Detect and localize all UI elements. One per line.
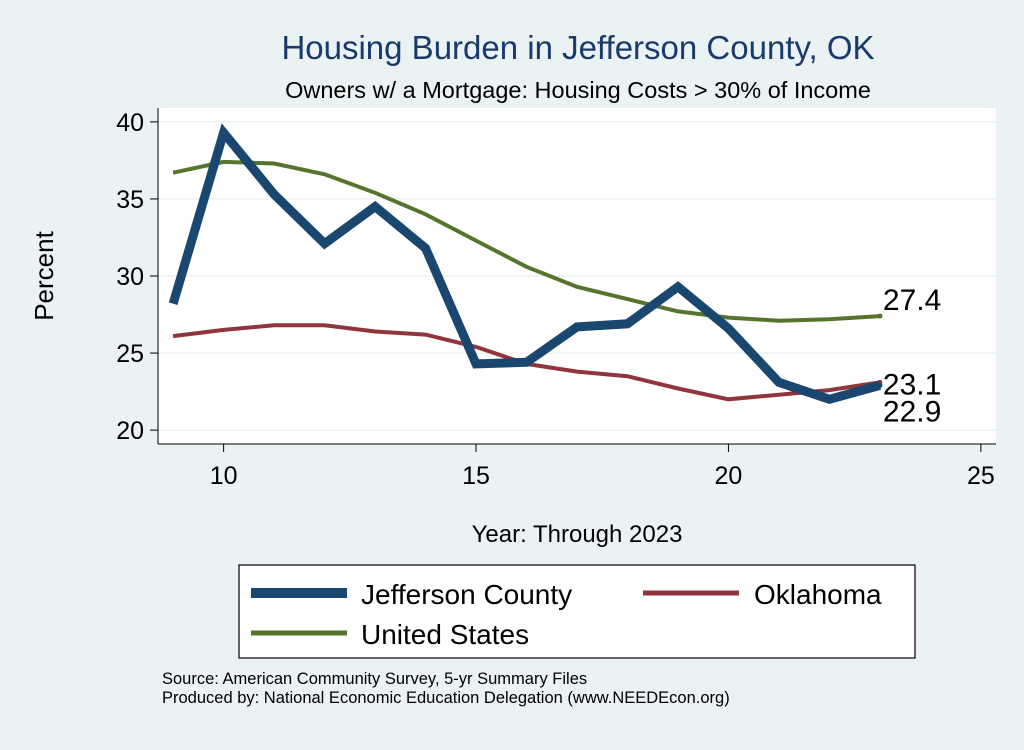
x-tick-label: 15 (462, 462, 490, 490)
x-axis-ticks: 10 15 20 25 (210, 444, 995, 490)
y-tick-label: 30 (116, 263, 144, 291)
source-note: Source: American Community Survey, 5-yr … (162, 670, 588, 688)
legend-box (238, 564, 916, 659)
x-tick-label: 20 (715, 462, 743, 490)
y-tick-label: 40 (116, 109, 144, 137)
y-axis-label: Percent (29, 230, 59, 320)
end-label-jefferson: 22.9 (883, 395, 941, 428)
legend-label-us: United States (361, 619, 529, 650)
grid-lines (158, 121, 996, 431)
y-axis-ticks: 20 25 30 35 40 (116, 109, 158, 445)
x-tick-label: 25 (967, 462, 995, 490)
y-tick-label: 20 (116, 417, 144, 445)
y-tick-label: 35 (116, 186, 144, 214)
legend-label-oklahoma: Oklahoma (754, 579, 882, 610)
end-labels: 27.4 23.122.9 (883, 284, 941, 428)
series-lines (168, 123, 883, 405)
legend: Jefferson County Oklahoma United States (238, 564, 916, 659)
legend-label-jefferson: Jefferson County (361, 579, 572, 610)
end-label-oklahoma: 23.1 (883, 368, 941, 401)
x-tick-label: 10 (210, 462, 238, 490)
end-label-us: 27.4 (883, 284, 941, 317)
produced-by-note: Produced by: National Economic Education… (162, 689, 730, 707)
series-line-jefferson (168, 123, 882, 405)
y-tick-label: 25 (116, 340, 144, 368)
end-marker-jefferson (877, 382, 883, 388)
x-axis-label: Year: Through 2023 (472, 521, 683, 548)
chart-subtitle: Owners w/ a Mortgage: Housing Costs > 30… (285, 77, 871, 103)
chart-title: Housing Burden in Jefferson County, OK (281, 29, 874, 66)
series-line-us (172, 159, 881, 323)
end-marker-us (877, 313, 883, 319)
